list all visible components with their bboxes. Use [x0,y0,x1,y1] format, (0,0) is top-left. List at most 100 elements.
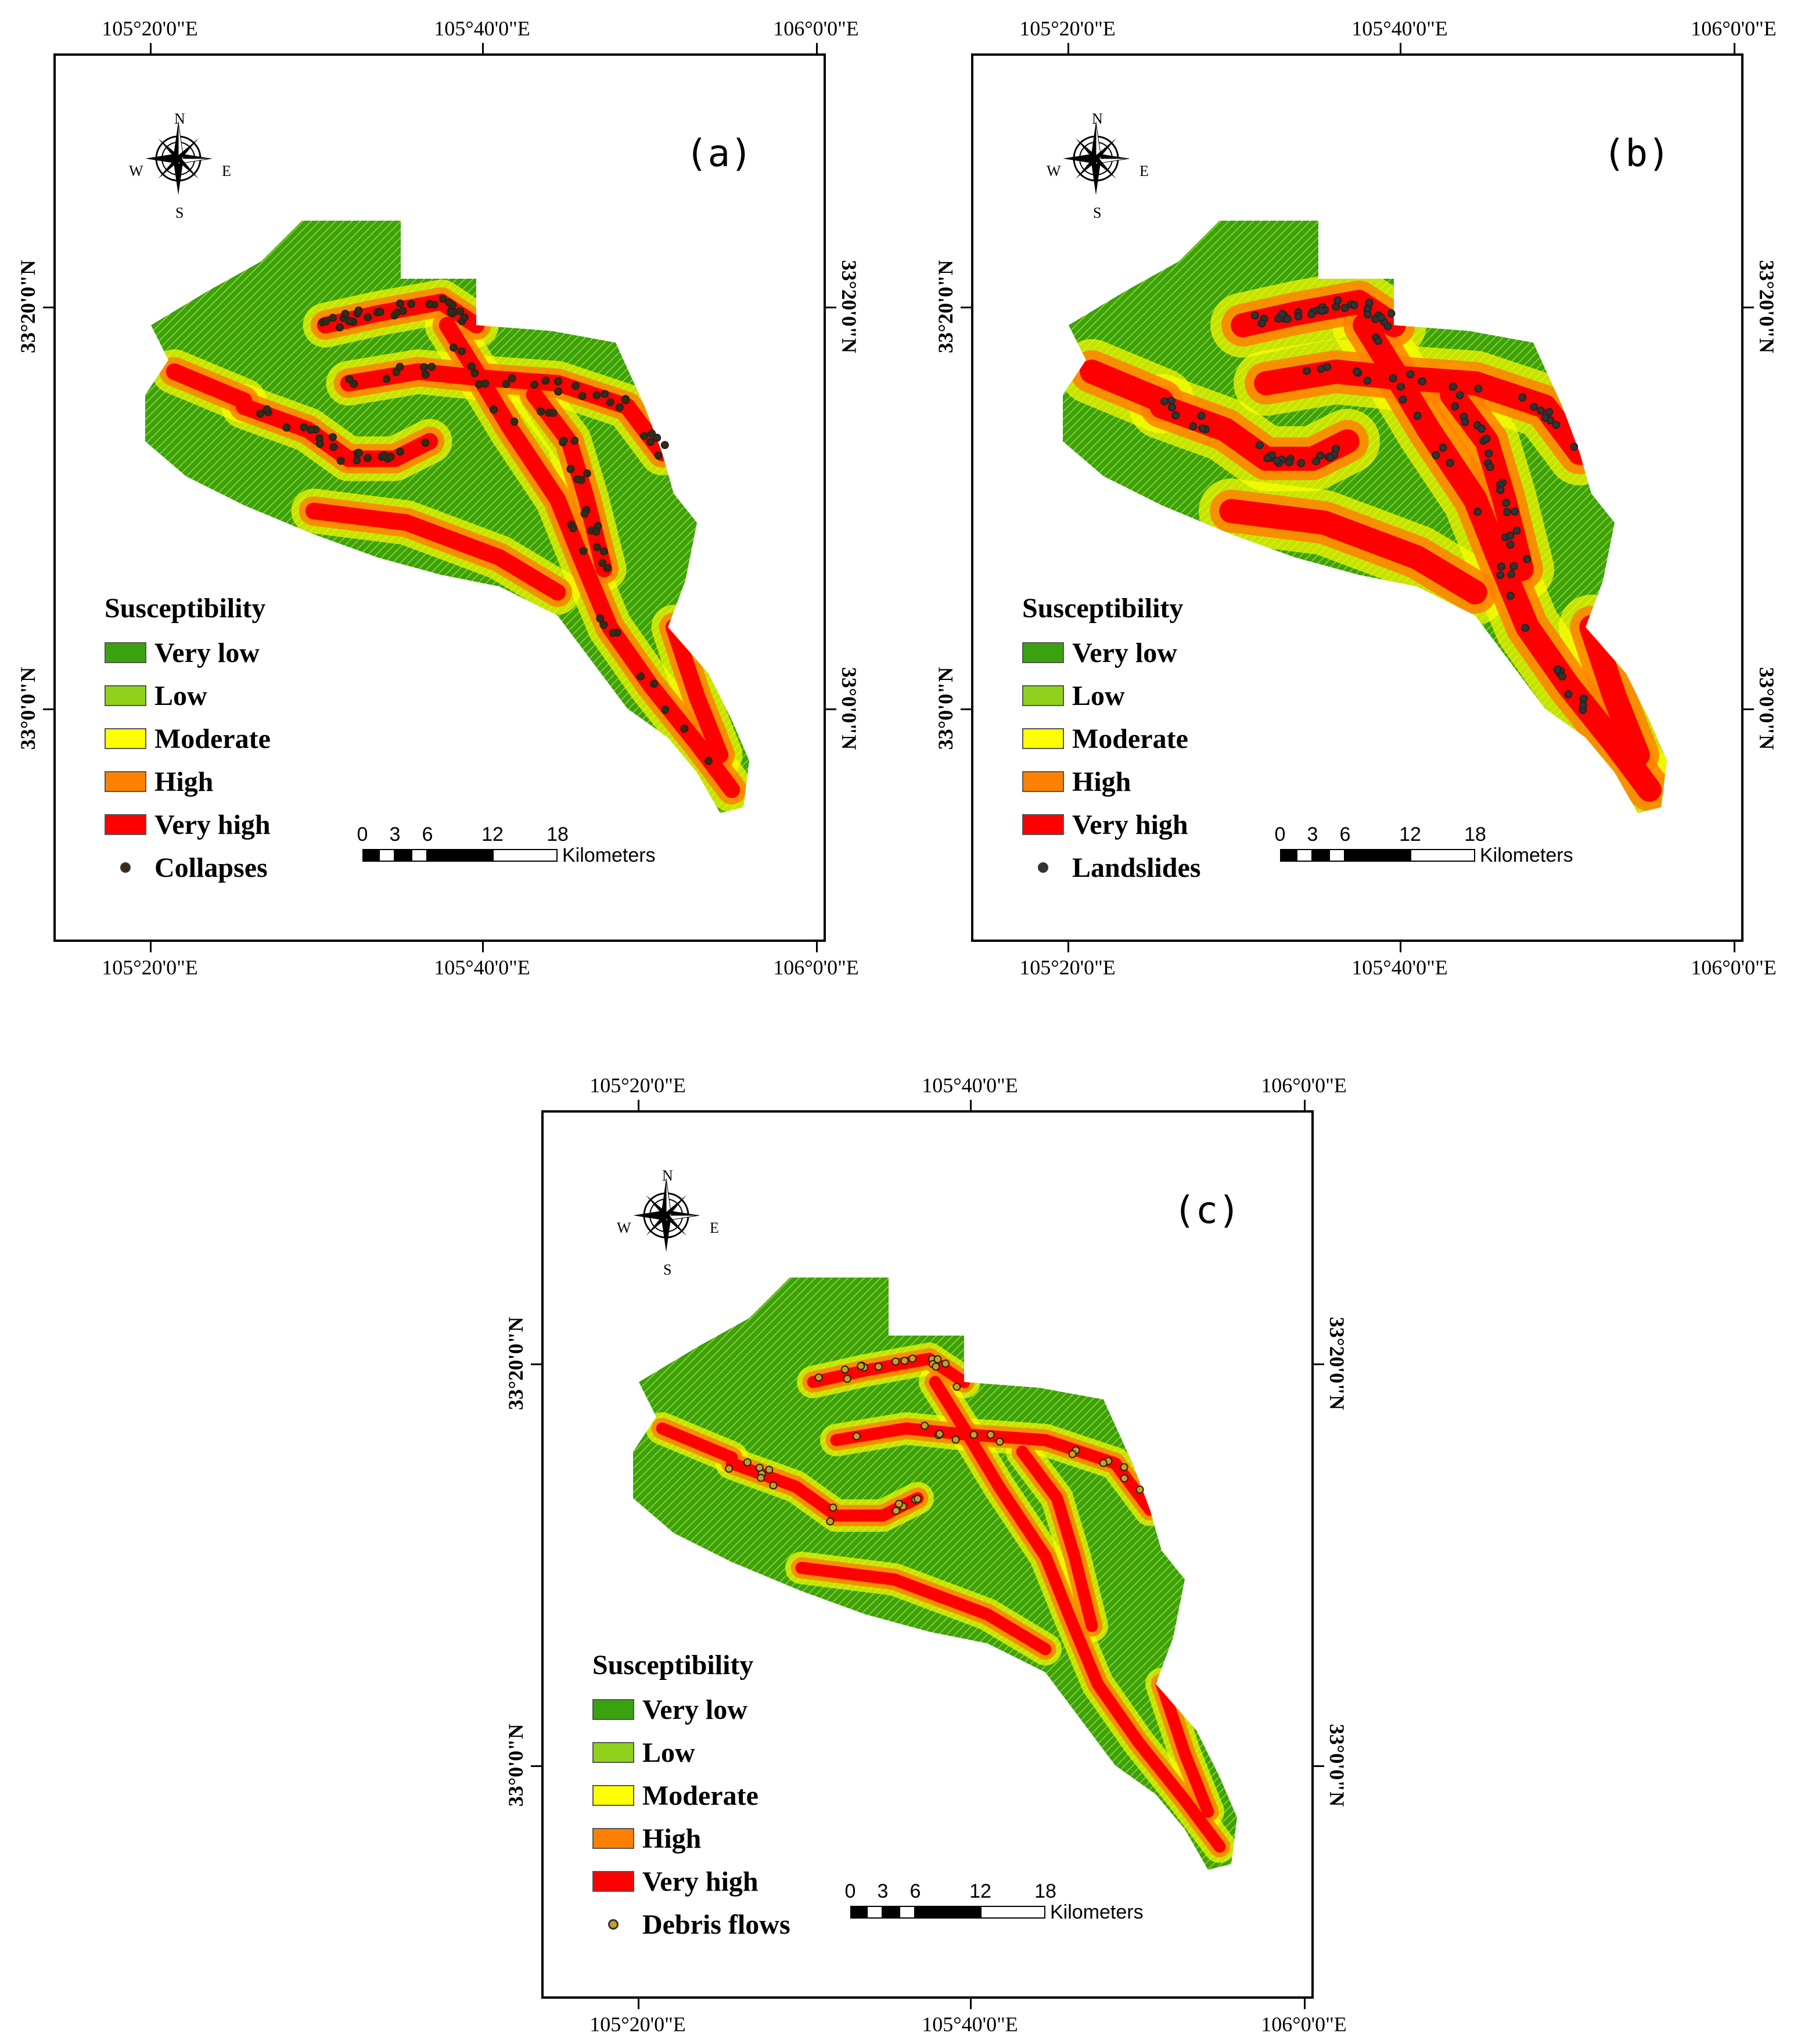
longitude-tick-bottom: 106°0'0"E [773,956,859,979]
tick-mark [816,942,818,952]
hazard-point [263,405,271,413]
hazard-point [661,706,670,714]
map-panel-a: 105°20'0"E 105°40'0"E 106°0'0"E 105°20'0"E 1… [0,0,871,987]
hazard-point [341,310,350,318]
hazard-point [1363,376,1371,385]
hazard-point [616,403,624,412]
hazard-point [364,313,372,322]
tick-mark [1067,942,1069,952]
hazard-point [541,376,550,385]
legend-title: Susceptibility [1022,593,1184,624]
legend-swatch [592,1871,634,1892]
hazard-point [1167,397,1175,405]
tick-mark [150,43,152,53]
scale-segment [493,849,558,862]
hazard-point [921,1422,929,1430]
scale-segment [1345,849,1410,862]
tick-mark [826,307,836,308]
compass-letter-e: E [710,1219,719,1236]
legend-swatch [592,1828,634,1849]
hazard-point [396,362,404,371]
legend-item-points: Collapses [105,846,271,889]
hazard-point [421,438,430,447]
tick-mark [1400,942,1401,952]
hazard-point [843,1374,851,1383]
hazard-point [1497,562,1505,571]
hazard-point [336,323,344,332]
map-panel-b: 105°20'0"E 105°40'0"E 106°0'0"E 105°20'0"E 1… [918,0,1801,987]
legend-label: Very low [1072,637,1177,668]
hazard-point [510,418,519,426]
tick-mark [1400,43,1401,53]
tick-mark [482,43,484,53]
hazard-point [300,423,308,431]
hazard-point [307,425,315,434]
scale-segment [1296,849,1313,862]
hazard-point [1294,312,1303,321]
legend-swatch [105,642,146,663]
compass-letter-e: E [222,163,231,179]
hazard-point [829,1503,837,1512]
legend-label: Moderate [642,1780,758,1811]
hazard-point [1511,507,1519,516]
hazard-point [636,672,645,681]
hazard-point [569,524,577,532]
scale-segment [980,1906,1045,1919]
compass-letter-n: N [662,1167,673,1184]
hazard-point [1432,451,1440,459]
hazard-point [392,308,401,317]
hazard-point [1198,424,1207,433]
hazard-point [1418,377,1426,386]
hazard-point [1317,365,1325,373]
hazard-point [725,1464,734,1473]
longitude-tick-bottom: 105°20'0"E [589,2013,686,2036]
hazard-point [743,1458,752,1467]
scale-units: Kilometers [562,844,656,866]
compass-letter-s: S [663,1261,672,1278]
hazard-point [900,1356,909,1365]
legend-swatch [1022,685,1064,706]
legend-label: Moderate [154,723,271,754]
tick-mark [1744,708,1754,710]
legend-item: Low [1022,674,1200,717]
legend-item: Very high [592,1860,790,1903]
legend-swatch [105,728,146,749]
hazard-point [1255,441,1264,449]
hazard-point [1486,463,1494,471]
hazard-point [1558,672,1566,681]
hazard-point [704,757,713,765]
hazard-point [995,1437,1004,1446]
legend-swatch [105,685,146,706]
basin-area [633,1278,1237,1870]
hazard-point [646,438,655,446]
longitude-tick-bottom: 105°20'0"E [1019,956,1116,979]
hazard-point [549,408,558,417]
hazard-point [913,1495,922,1503]
legend-label: High [154,766,214,797]
legend-label-points: Debris flows [642,1909,790,1940]
hazard-point [1283,315,1292,323]
hazard-point [606,398,614,406]
hazard-point [941,1359,950,1368]
compass-letter-n: N [1092,110,1103,127]
hazard-point [580,509,589,518]
hazard-point [1553,665,1562,674]
hazard-point [1377,313,1385,322]
hazard-point [952,1383,961,1391]
scale-segment [362,849,379,862]
tick-mark [150,942,152,952]
scale-segment [379,849,395,862]
hazard-point [1332,444,1340,453]
hazard-point [354,448,363,457]
scale-tick-label: 18 [547,823,569,845]
scale-tick-label: 6 [422,823,433,845]
hazard-point [566,465,575,473]
panel-label: (c) [1173,1189,1241,1232]
scale-segment [1329,849,1345,862]
hazard-point [852,1432,861,1441]
hazard-point [1099,1459,1108,1467]
hazard-point [1197,412,1206,420]
tick-mark [1304,1999,1306,2009]
hazard-point [935,1430,944,1438]
tick-mark [1744,307,1754,308]
